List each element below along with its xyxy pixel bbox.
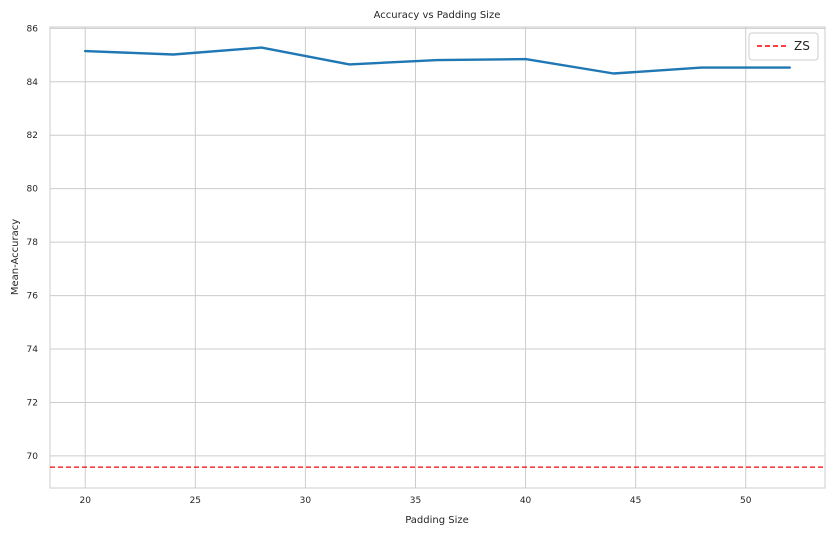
y-tick-labels: 70 72 74 76 78 80 82 84 86 — [27, 24, 39, 462]
legend-label-zs: ZS — [794, 39, 810, 53]
x-axis-label: Padding Size — [405, 515, 469, 526]
plot-frame — [49, 26, 826, 489]
x-tick-label: 40 — [520, 496, 532, 506]
y-axis-label: Mean-Accuracy — [10, 219, 21, 295]
y-tick-label: 78 — [27, 238, 39, 248]
chart-title: Accuracy vs Padding Size — [374, 10, 501, 21]
x-tick-label: 35 — [410, 496, 421, 506]
legend: ZS — [748, 32, 819, 61]
x-tick-label: 20 — [80, 496, 92, 506]
y-tick-label: 82 — [27, 131, 38, 141]
series-lines — [83, 46, 791, 75]
series-line-accuracy — [83, 46, 791, 75]
y-tick-label: 72 — [27, 398, 38, 408]
x-tick-labels: 20 25 30 35 40 45 50 — [80, 496, 752, 506]
y-tick-label: 74 — [27, 345, 39, 355]
x-tick-label: 25 — [190, 496, 201, 506]
y-tick-label: 84 — [27, 78, 39, 88]
x-tick-label: 45 — [630, 496, 641, 506]
x-tick-label: 50 — [740, 496, 752, 506]
plot-background — [50, 27, 825, 488]
grid-lines — [50, 27, 825, 488]
x-tick-label: 30 — [300, 496, 312, 506]
y-tick-label: 76 — [27, 292, 39, 302]
y-tick-label: 70 — [27, 452, 39, 462]
y-tick-label: 86 — [27, 24, 39, 34]
y-tick-label: 80 — [27, 185, 39, 195]
